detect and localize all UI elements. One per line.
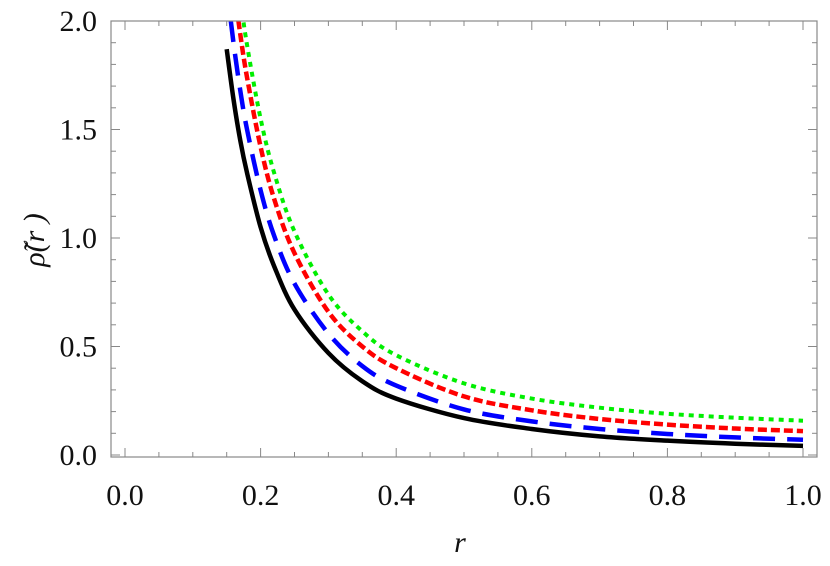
ticks (111, 20, 817, 457)
series-line-2-dashed (228, 21, 804, 443)
series-line-4-dotted (241, 21, 804, 423)
x-tick-label: 1.0 (784, 479, 822, 512)
x-tick-label: 0.6 (513, 479, 551, 512)
plot-frame (110, 20, 818, 458)
y-axis-label: ρ̃(r ) (18, 213, 51, 268)
y-tick-label: 1.5 (60, 114, 98, 147)
series-line-1-solid (224, 48, 804, 449)
x-tick-label: 0.8 (649, 479, 687, 512)
series-line-3-dash-dot (236, 21, 804, 434)
y-tick-label: 0.0 (60, 439, 98, 472)
y-tick-label: 2.0 (60, 5, 98, 38)
y-tick-labels: 0.0 0.5 1.0 1.5 2.0 (60, 5, 98, 472)
y-tick-label: 1.0 (60, 222, 98, 255)
x-tick-label: 0.0 (106, 479, 144, 512)
curves (224, 21, 804, 449)
x-axis-label: r (454, 526, 466, 559)
x-tick-label: 0.2 (242, 479, 280, 512)
y-tick-label: 0.5 (60, 331, 98, 364)
x-tick-label: 0.4 (377, 479, 415, 512)
x-tick-labels: 0.0 0.2 0.4 0.6 0.8 1.0 (106, 479, 822, 512)
